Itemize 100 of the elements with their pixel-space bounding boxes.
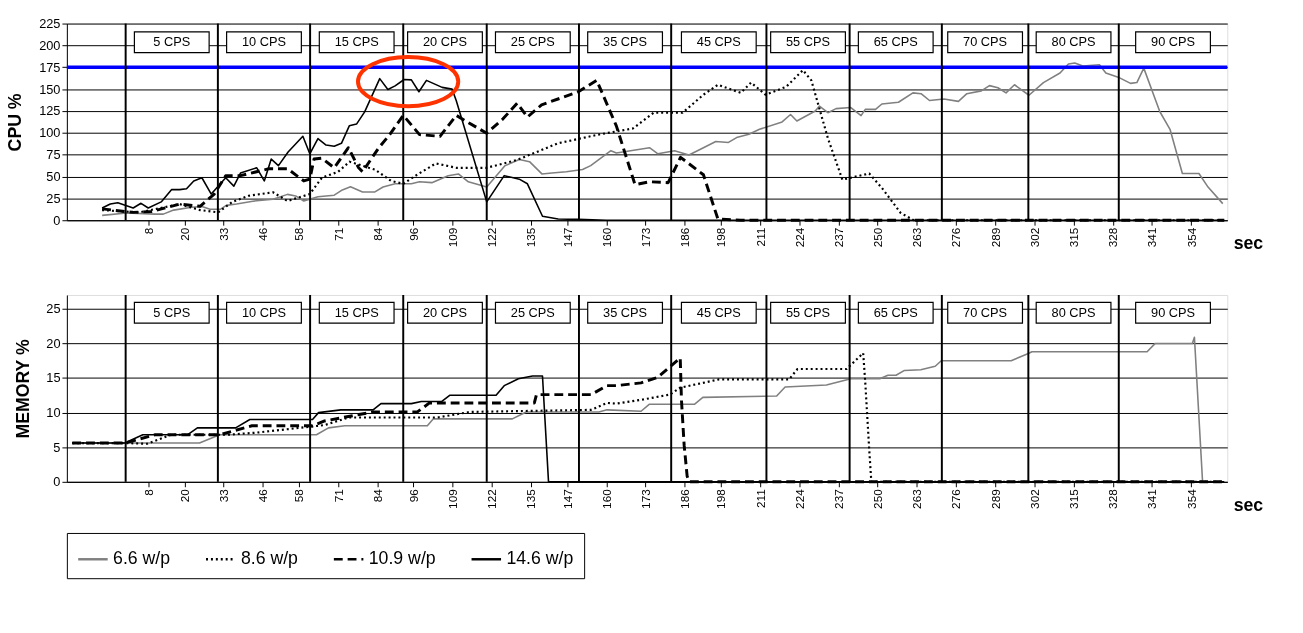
x-tick-label: 276 — [949, 488, 964, 509]
x-tick-label: 20 — [177, 227, 192, 241]
y-axis-title: CPU % — [5, 93, 26, 152]
x-tick-label: 96 — [406, 488, 421, 503]
x-tick-label: 186 — [678, 227, 693, 248]
y-tick-label: 25 — [46, 301, 61, 317]
x-tick-label: 302 — [1027, 489, 1042, 509]
y-tick-label: 175 — [39, 59, 61, 75]
x-tick-label: 135 — [524, 227, 539, 248]
annotation: 80 CPS — [1051, 304, 1096, 320]
x-tick-label: 96 — [406, 227, 421, 241]
annotation: 55 CPS — [786, 34, 831, 50]
x-tick-label: 160 — [599, 227, 614, 248]
y-tick-label: 225 — [39, 15, 61, 31]
x-tick-label: 354 — [1184, 227, 1199, 248]
x-tick-label: 8 — [141, 488, 156, 496]
x-tick-label: 160 — [599, 488, 614, 509]
x-tick-label: 315 — [1066, 227, 1081, 248]
y-tick-label: 50 — [46, 168, 61, 184]
x-tick-label: 20 — [177, 488, 192, 503]
y-tick-label: 125 — [39, 103, 61, 119]
y-tick-label: 100 — [39, 125, 61, 141]
x-tick-label: 211 — [753, 227, 768, 247]
x-tick-label: 328 — [1106, 488, 1121, 509]
x-tick-label: 33 — [217, 227, 232, 241]
x-tick-label: 71 — [331, 489, 346, 503]
y-tick-label: 150 — [39, 81, 61, 97]
x-tick-label: 147 — [560, 489, 575, 509]
x-tick-label: 186 — [678, 488, 693, 509]
x-tick-label: 263 — [910, 227, 925, 248]
annotation: 70 CPS — [963, 34, 1008, 50]
y-tick-label: 0 — [53, 474, 61, 490]
x-tick-label: 33 — [217, 488, 232, 503]
x-tick-label: 224 — [792, 227, 807, 248]
y-tick-label: 25 — [46, 190, 61, 206]
x-tick-label: 135 — [524, 488, 539, 509]
annotation: 20 CPS — [422, 304, 467, 320]
x-tick-label: 250 — [871, 488, 886, 509]
y-tick-label: 0 — [53, 212, 61, 228]
y-tick-label: 10 — [46, 405, 61, 421]
x-tick-label: 46 — [256, 488, 271, 503]
x-axis-title: sec — [1233, 233, 1264, 254]
x-tick-label: 8 — [141, 227, 156, 235]
annotation: 15 CPS — [334, 34, 379, 50]
y-tick-label: 5 — [53, 439, 61, 455]
x-tick-label: 341 — [1145, 227, 1160, 248]
y-tick-label: 15 — [46, 370, 61, 386]
x-tick-label: 354 — [1184, 488, 1199, 509]
x-tick-label: 109 — [446, 227, 461, 248]
x-tick-label: 122 — [485, 489, 500, 509]
x-tick-label: 302 — [1027, 227, 1042, 248]
annotation: 20 CPS — [422, 34, 467, 50]
x-tick-label: 109 — [446, 489, 461, 509]
x-axis-title: sec — [1233, 494, 1264, 515]
annotation: 90 CPS — [1151, 304, 1196, 320]
annotation: 45 CPS — [696, 34, 741, 50]
x-tick-label: 276 — [949, 227, 964, 248]
x-tick-label: 341 — [1145, 489, 1160, 509]
x-tick-label: 84 — [370, 488, 385, 503]
x-tick-label: 315 — [1066, 488, 1081, 509]
x-tick-label: 237 — [831, 489, 846, 509]
y-axis-title: MEMORY % — [12, 339, 33, 439]
y-tick-label: 20 — [46, 335, 61, 351]
x-tick-label: 198 — [714, 488, 729, 509]
annotation: 10 CPS — [241, 34, 286, 50]
x-tick-label: 84 — [370, 227, 385, 241]
legend-label: 6.6 w/p — [113, 548, 171, 569]
x-tick-label: 263 — [910, 488, 925, 509]
x-tick-label: 122 — [485, 227, 500, 248]
annotation: 45 CPS — [696, 304, 741, 320]
legend-label: 10.9 w/p — [368, 548, 436, 569]
legend-label: 14.6 w/p — [506, 548, 574, 569]
x-tick-label: 173 — [638, 488, 653, 509]
annotation: 15 CPS — [334, 304, 379, 320]
annotation: 35 CPS — [603, 304, 648, 320]
x-tick-label: 289 — [988, 489, 1003, 509]
x-tick-label: 211 — [753, 489, 768, 509]
annotation: 25 CPS — [510, 34, 555, 50]
annotation: 65 CPS — [873, 34, 918, 50]
x-tick-label: 237 — [831, 227, 846, 248]
annotation: 5 CPS — [153, 34, 191, 50]
annotation: 65 CPS — [873, 304, 918, 320]
annotation: 10 CPS — [241, 304, 286, 320]
annotation: 35 CPS — [603, 34, 648, 50]
annotation: 70 CPS — [963, 304, 1008, 320]
x-tick-label: 173 — [638, 227, 653, 248]
x-tick-label: 198 — [714, 227, 729, 248]
x-tick-label: 289 — [988, 227, 1003, 248]
x-tick-label: 224 — [792, 488, 807, 509]
x-tick-label: 328 — [1106, 227, 1121, 248]
annotation: 5 CPS — [153, 304, 191, 320]
annotation: 25 CPS — [510, 304, 555, 320]
x-tick-label: 71 — [331, 227, 346, 241]
y-tick-label: 75 — [46, 147, 61, 163]
x-tick-label: 147 — [560, 227, 575, 248]
x-tick-label: 58 — [292, 488, 307, 503]
annotation: 80 CPS — [1051, 34, 1096, 50]
annotation: 90 CPS — [1151, 34, 1196, 50]
legend-label: 8.6 w/p — [240, 548, 299, 569]
x-tick-label: 58 — [292, 227, 307, 241]
